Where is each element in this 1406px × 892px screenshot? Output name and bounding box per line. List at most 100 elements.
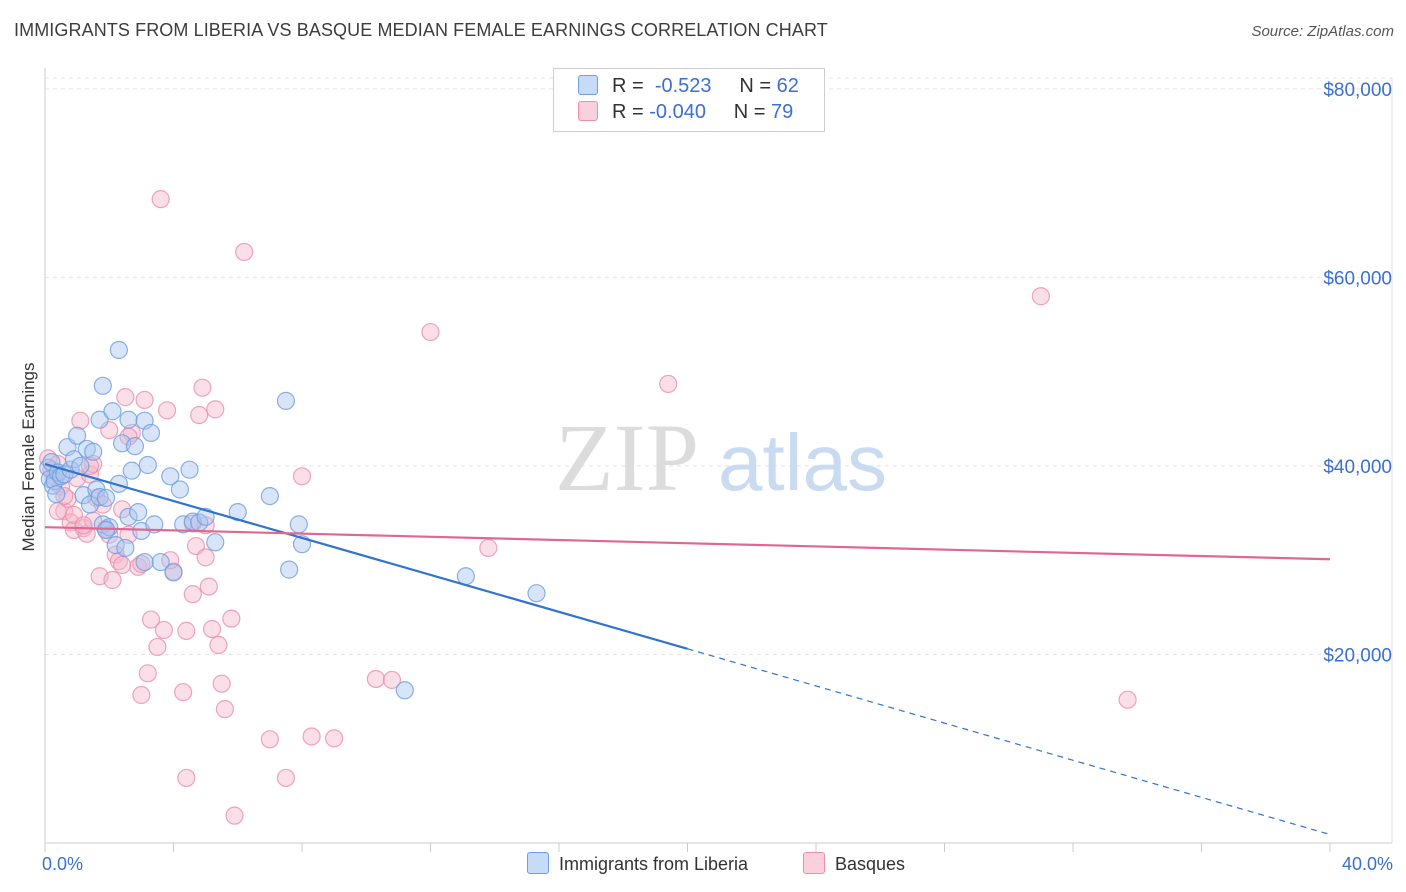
liberia-point <box>276 391 296 410</box>
legend-r-label: R = <box>612 75 644 97</box>
liberia-point <box>206 533 225 552</box>
x-tick-label: 40.0% <box>1342 854 1393 874</box>
liberia-point <box>180 460 199 479</box>
bottom-legend-label: Basques <box>835 854 906 874</box>
basques-point <box>260 730 279 749</box>
liberia-point <box>96 520 116 540</box>
legend-n-label: N = <box>739 75 772 97</box>
liberia-trend-line <box>44 462 688 650</box>
liberia-point <box>289 515 308 534</box>
basques-point <box>225 806 244 825</box>
liberia-point <box>93 376 112 395</box>
liberia-point <box>68 426 87 445</box>
liberia-point <box>125 437 145 456</box>
liberia-point <box>151 552 170 572</box>
basques-point <box>135 390 154 410</box>
liberia-point <box>90 487 109 507</box>
source-label: Source: ZipAtlas.com <box>1251 23 1394 40</box>
y-tick-label: $40,000 <box>1323 457 1392 478</box>
basques-point <box>103 570 122 590</box>
liberia-point <box>260 486 279 506</box>
basques-point <box>174 683 193 702</box>
basques-point <box>116 388 135 407</box>
basques-point <box>292 467 312 486</box>
basques-points <box>39 190 1137 825</box>
legend-n-value: 79 <box>771 101 794 123</box>
liberia-point <box>129 503 148 522</box>
y-axis-label: Median Female Earnings <box>19 363 38 552</box>
legend-n-value: 62 <box>776 75 799 97</box>
liberia-point <box>161 467 180 486</box>
basques-point <box>138 664 157 683</box>
y-tick-label: $60,000 <box>1323 268 1392 289</box>
basques-point <box>325 729 344 748</box>
watermark-zip: ZIP <box>555 404 699 511</box>
basques-point <box>193 378 212 397</box>
basques-point <box>222 609 241 628</box>
liberia-point <box>135 552 154 572</box>
basques-point <box>183 585 202 604</box>
basques-point <box>382 670 402 690</box>
basques-point <box>235 242 254 262</box>
liberia-point <box>145 515 164 534</box>
liberia-point <box>84 442 103 461</box>
liberia-point <box>395 681 414 700</box>
axes <box>44 68 1392 852</box>
liberia-point <box>103 402 122 421</box>
basques-trend-line <box>44 526 1331 561</box>
legend-row-liberia: R = -0.523 N = 62 <box>578 75 799 101</box>
basques-point <box>202 619 222 639</box>
liberia-point <box>141 423 161 443</box>
basques-point <box>302 727 321 746</box>
x-tick-label: 0.0% <box>42 854 83 874</box>
basques-point <box>1031 287 1050 306</box>
liberia-point <box>122 461 141 480</box>
basques-point <box>206 400 225 419</box>
legend-r-value: -0.523 <box>654 75 712 97</box>
chart-title: IMMIGRANTS FROM LIBERIA VS BASQUE MEDIAN… <box>14 20 828 40</box>
bottom-legend-liberia: Immigrants from Liberia <box>527 852 748 875</box>
liberia-point <box>80 495 100 514</box>
liberia-point <box>100 518 119 537</box>
liberia-point <box>170 480 190 499</box>
basques-point <box>71 411 90 430</box>
basques-point <box>276 768 296 788</box>
basques-point <box>151 190 170 209</box>
bottom-swatch-liberia <box>527 852 549 874</box>
liberia-point <box>47 485 66 504</box>
liberia-point <box>228 503 247 522</box>
basques-point <box>177 768 196 788</box>
liberia-points <box>39 340 546 700</box>
y-tick-label: $20,000 <box>1323 645 1392 666</box>
liberia-point <box>164 563 183 582</box>
liberia-point <box>527 584 546 603</box>
watermark-atlas: atlas <box>718 418 887 507</box>
basques-point <box>112 555 132 575</box>
basques-point <box>479 538 498 558</box>
basques-point <box>132 554 151 574</box>
bottom-swatch-basques <box>803 852 825 874</box>
basques-point <box>209 635 228 655</box>
legend-n-label: N = <box>733 101 766 123</box>
trend-lines <box>44 462 1331 836</box>
liberia-point <box>116 538 135 558</box>
basques-point <box>177 621 196 640</box>
basques-point <box>366 669 385 689</box>
liberia-point <box>280 560 299 579</box>
basques-point <box>141 610 161 629</box>
liberia-point <box>96 488 116 508</box>
liberia-point <box>119 410 138 429</box>
basques-point <box>1118 690 1137 709</box>
legend-row-basques: R = -0.040 N = 79 <box>578 101 793 127</box>
basques-point <box>190 405 209 425</box>
gridlines <box>45 77 1393 843</box>
basques-point <box>132 685 151 705</box>
liberia-point <box>138 455 157 475</box>
stats-legend: R = -0.523 N = 62 R = -0.040 N = 79 <box>553 68 825 132</box>
liberia-point <box>456 567 475 586</box>
basques-point <box>48 502 67 521</box>
liberia-point <box>90 410 109 429</box>
basques-point <box>148 637 167 657</box>
basques-point <box>212 674 231 693</box>
